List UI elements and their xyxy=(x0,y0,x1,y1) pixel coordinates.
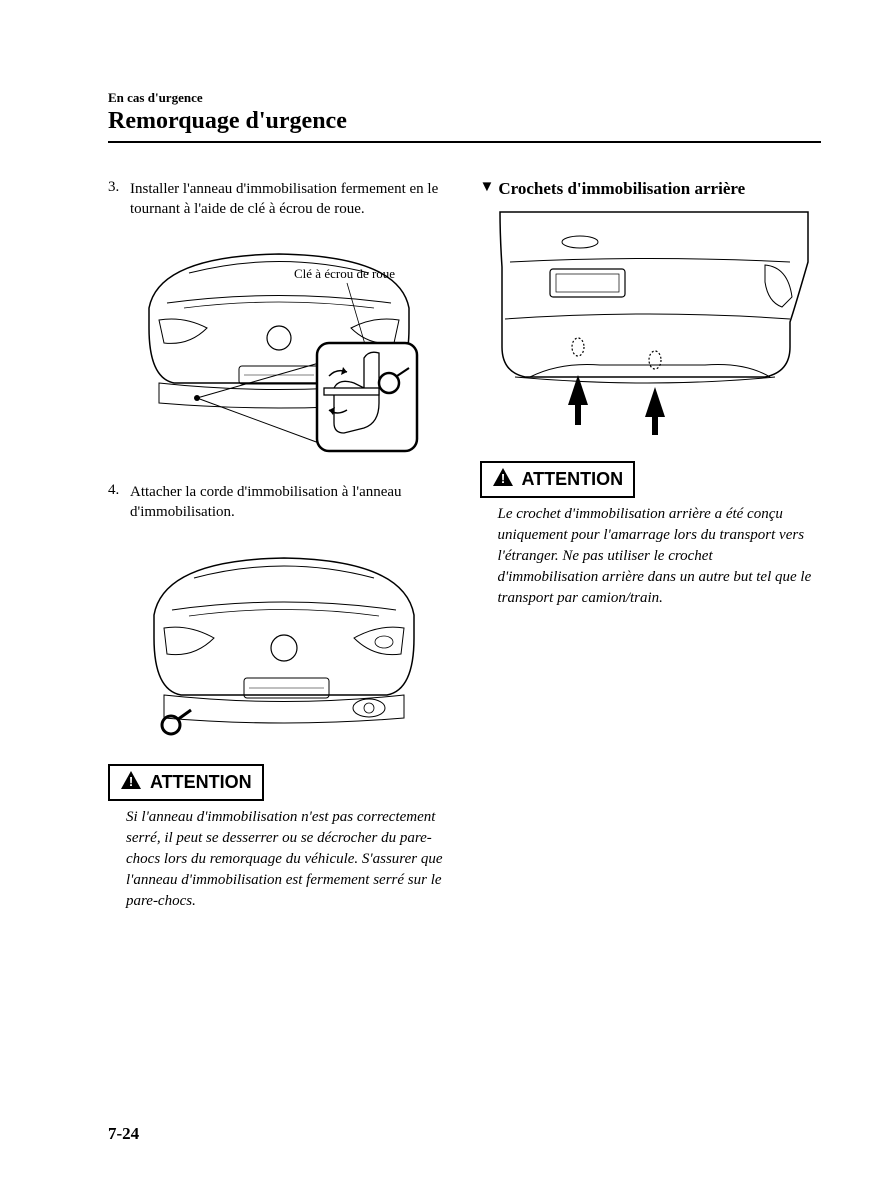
attention-label: ATTENTION xyxy=(522,469,624,490)
two-column-layout: 3. Installer l'anneau d'immobilisation f… xyxy=(108,179,821,912)
car-rear-hooks-diagram xyxy=(490,207,810,437)
down-triangle-icon: ▼ xyxy=(480,179,495,196)
header-rule xyxy=(108,141,821,143)
figure-label-text: Clé à écrou de roue xyxy=(294,266,395,281)
attention-body-text: Si l'anneau d'immobilisation n'est pas c… xyxy=(108,807,450,912)
page-content: En cas d'urgence Remorquage d'urgence 3.… xyxy=(0,0,891,972)
svg-text:!: ! xyxy=(500,471,504,486)
attention-heading-box: ! ATTENTION xyxy=(108,764,264,801)
figure-front-hook-install: Clé à écrou de roue xyxy=(108,228,450,458)
page-number: 7-24 xyxy=(108,1124,139,1144)
car-front-with-wrench-diagram: Clé à écrou de roue xyxy=(129,228,429,458)
step-text: Installer l'anneau d'immobilisation ferm… xyxy=(130,179,450,220)
figure-rear-hooks xyxy=(480,207,822,437)
attention-body-text: Le crochet d'immobilisation arrière a ét… xyxy=(480,504,822,609)
subheading-text: Crochets d'immobilisation arrière xyxy=(498,179,745,199)
right-column: ▼ Crochets d'immobilisation arrière xyxy=(480,179,822,912)
step-4: 4. Attacher la corde d'immobilisation à … xyxy=(108,482,450,523)
attention-block-left: ! ATTENTION Si l'anneau d'immobilisation… xyxy=(108,764,450,912)
attention-heading-box: ! ATTENTION xyxy=(480,461,636,498)
step-number: 4. xyxy=(108,482,130,523)
step-text: Attacher la corde d'immobilisation à l'a… xyxy=(130,482,450,523)
warning-triangle-icon: ! xyxy=(120,770,142,795)
subheading: ▼ Crochets d'immobilisation arrière xyxy=(480,179,822,199)
attention-label: ATTENTION xyxy=(150,772,252,793)
step-number: 3. xyxy=(108,179,130,220)
chapter-label: En cas d'urgence xyxy=(108,90,821,106)
svg-text:!: ! xyxy=(129,774,133,789)
left-column: 3. Installer l'anneau d'immobilisation f… xyxy=(108,179,450,912)
figure-front-hook-attached xyxy=(108,530,450,740)
page-title: Remorquage d'urgence xyxy=(108,108,821,135)
step-3: 3. Installer l'anneau d'immobilisation f… xyxy=(108,179,450,220)
page-header: En cas d'urgence Remorquage d'urgence xyxy=(108,90,821,143)
attention-block-right: ! ATTENTION Le crochet d'immobilisation … xyxy=(480,461,822,609)
car-front-with-tow-ring-diagram xyxy=(129,530,429,740)
warning-triangle-icon: ! xyxy=(492,467,514,492)
